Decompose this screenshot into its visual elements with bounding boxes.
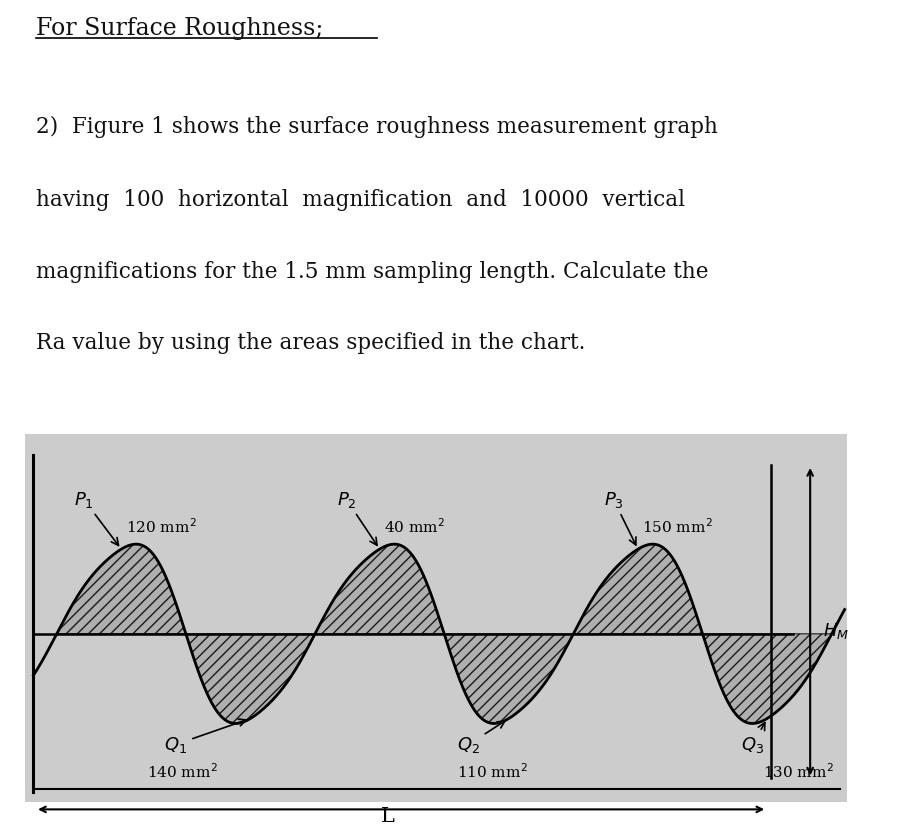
Text: $H_M$: $H_M$ xyxy=(823,621,849,641)
Text: 40 mm$^2$: 40 mm$^2$ xyxy=(384,517,445,535)
Text: For Surface Roughness;: For Surface Roughness; xyxy=(36,17,323,40)
Text: 140 mm$^2$: 140 mm$^2$ xyxy=(147,762,218,780)
Text: 110 mm$^2$: 110 mm$^2$ xyxy=(457,762,527,780)
Polygon shape xyxy=(315,545,444,634)
Text: $P_3$: $P_3$ xyxy=(604,490,636,546)
Text: $P_2$: $P_2$ xyxy=(336,490,377,546)
Text: $P_1$: $P_1$ xyxy=(74,490,118,546)
Text: 2)  Figure 1 shows the surface roughness measurement graph: 2) Figure 1 shows the surface roughness … xyxy=(36,116,718,138)
Polygon shape xyxy=(57,545,186,634)
Polygon shape xyxy=(444,634,573,724)
Text: $Q_1$: $Q_1$ xyxy=(164,720,246,754)
Text: $Q_2$: $Q_2$ xyxy=(457,721,505,754)
Text: 120 mm$^2$: 120 mm$^2$ xyxy=(126,517,196,535)
Text: magnifications for the 1.5 mm sampling length. Calculate the: magnifications for the 1.5 mm sampling l… xyxy=(36,261,709,283)
Polygon shape xyxy=(573,545,702,634)
Text: Ra value by using the areas specified in the chart.: Ra value by using the areas specified in… xyxy=(36,331,585,354)
Text: L: L xyxy=(381,806,396,825)
Polygon shape xyxy=(186,634,315,724)
Text: having  100  horizontal  magnification  and  10000  vertical: having 100 horizontal magnification and … xyxy=(36,189,685,210)
Polygon shape xyxy=(702,634,832,724)
Text: $Q_3$: $Q_3$ xyxy=(741,723,765,754)
Text: 130 mm$^2$: 130 mm$^2$ xyxy=(762,762,833,780)
Text: 150 mm$^2$: 150 mm$^2$ xyxy=(642,517,713,535)
